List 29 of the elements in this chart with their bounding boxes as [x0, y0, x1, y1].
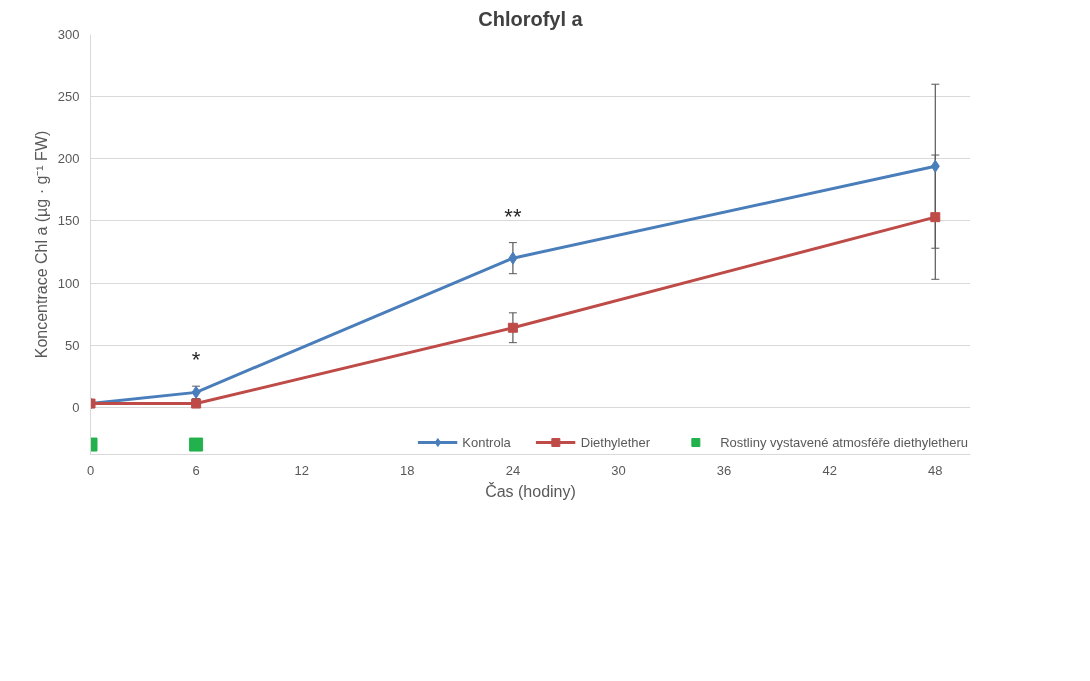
x-tick-label: 0 — [86, 462, 95, 478]
x-tick-label: 6 — [192, 462, 200, 478]
annotation: ** — [504, 203, 522, 229]
x-tick-label: 12 — [294, 462, 309, 478]
point — [930, 212, 941, 223]
y-tick-label: 250 — [57, 89, 80, 105]
x-tick-label: 18 — [400, 462, 415, 478]
y-tick-label: 100 — [57, 275, 80, 291]
x-tick-label: 48 — [928, 462, 943, 478]
chart-title: Chlorofyl a — [478, 7, 584, 30]
y-tick-label: 50 — [65, 337, 80, 353]
annotation: * — [191, 347, 201, 373]
x-tick-label: 36 — [716, 462, 732, 478]
y-tick-label: 150 — [57, 213, 80, 229]
y-tick-label: 0 — [72, 399, 80, 415]
point — [508, 251, 518, 265]
y-axis-title: Koncentrace Chl a (µg · g⁻¹ FW) — [32, 130, 50, 359]
legend-label: Kontrola — [462, 434, 511, 450]
legend-label: Diethylether — [580, 434, 651, 450]
y-tick-label: 300 — [57, 27, 80, 42]
point — [930, 159, 940, 173]
x-tick-label: 24 — [505, 462, 521, 478]
point — [191, 398, 202, 409]
x-tick-label: 42 — [822, 462, 837, 478]
x-tick-label: 30 — [611, 462, 626, 478]
y-tick-label: 200 — [57, 151, 80, 167]
point — [507, 322, 518, 333]
x-axis-title: Čas (hodiny) — [485, 481, 576, 500]
legend-label: Rostliny vystavené atmosféře diethyletheru — [720, 434, 968, 450]
